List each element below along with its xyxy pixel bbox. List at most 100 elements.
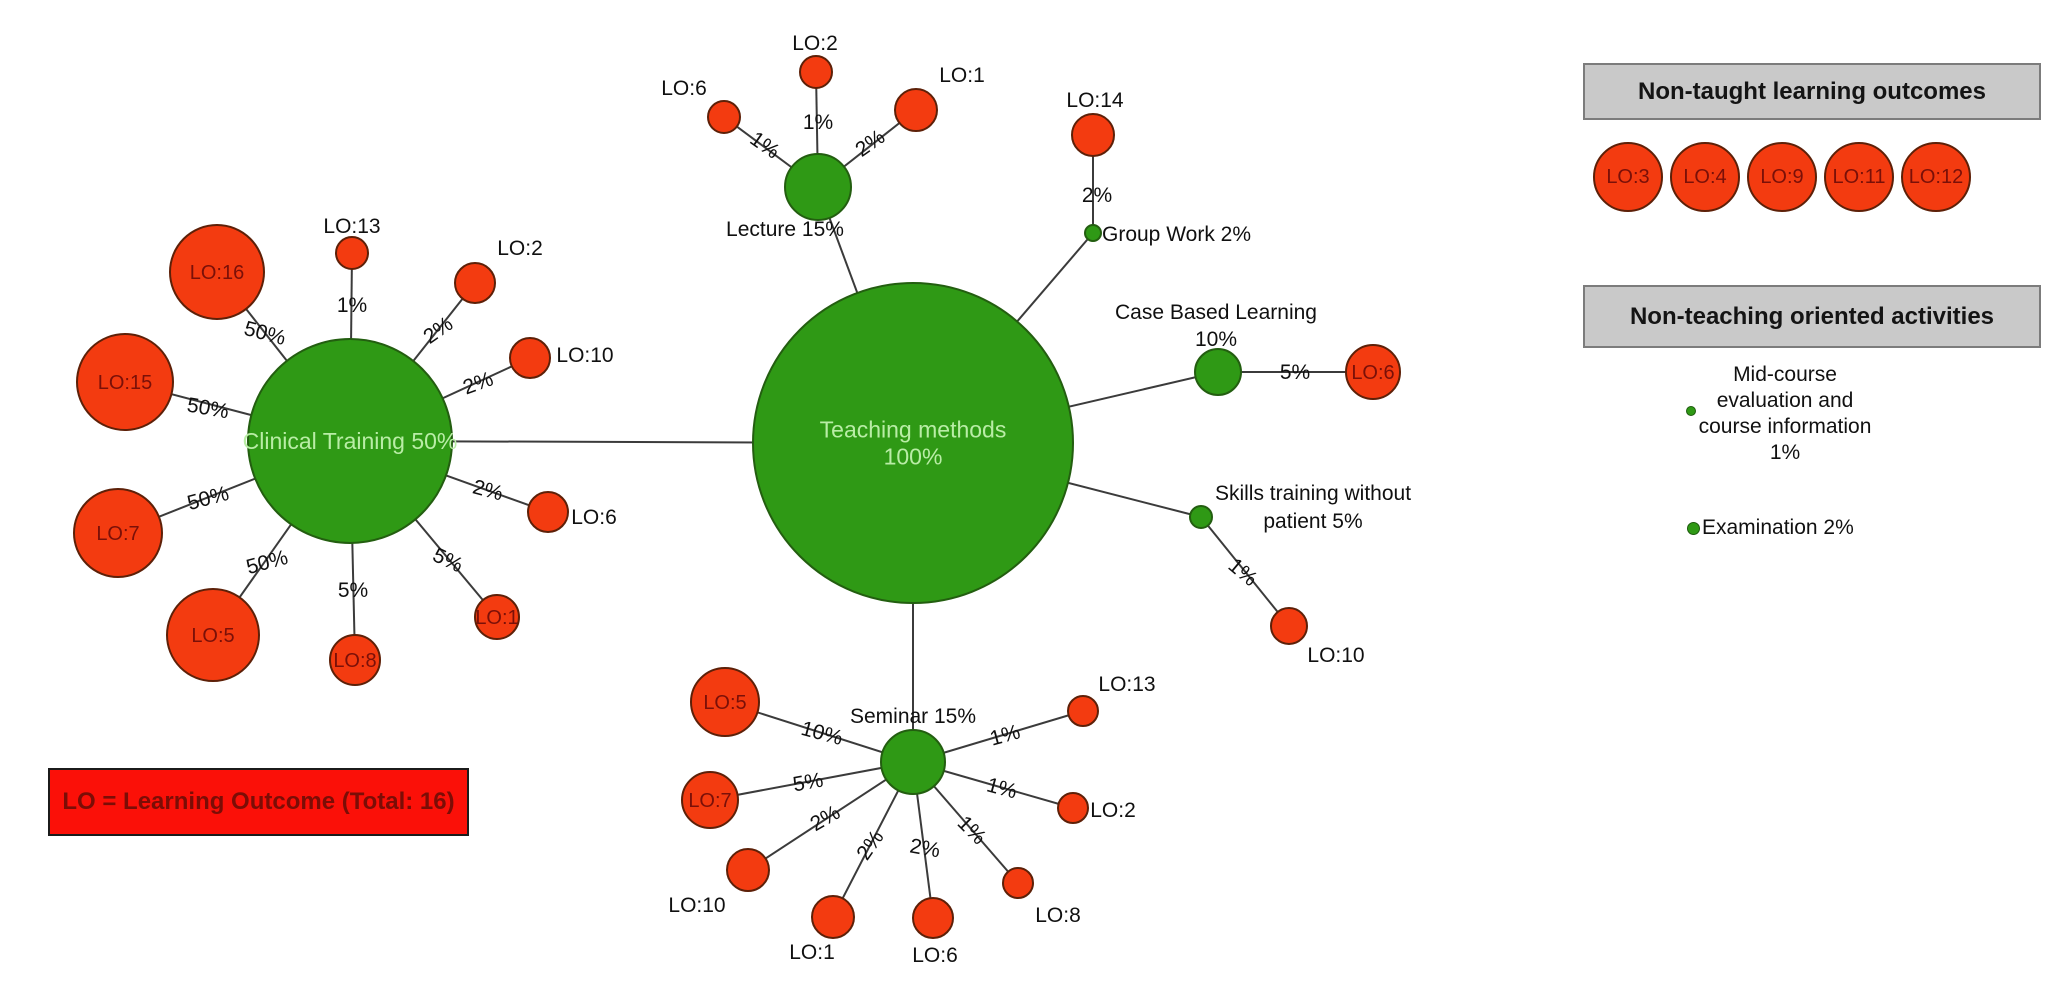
node-c7 bbox=[73, 488, 163, 578]
label-se13-label: LO:13 bbox=[1098, 673, 1155, 696]
node-c15 bbox=[76, 333, 174, 431]
edge-label-lecture-le2: 1% bbox=[803, 111, 833, 134]
edge-label-clinical-c10: 2% bbox=[460, 367, 496, 399]
non-taught-outcome-list: LO:3 LO:4 LO:9 LO:11 LO:12 bbox=[1593, 142, 1971, 212]
node-lo14 bbox=[1071, 113, 1115, 157]
label-le6-label: LO:6 bbox=[661, 77, 707, 100]
edge-seminar-se7 bbox=[709, 761, 914, 801]
edge-label-clinical-c7: 50% bbox=[185, 482, 232, 515]
node-se2 bbox=[1057, 792, 1089, 824]
node-c13 bbox=[335, 236, 369, 270]
edge-label-clinical-c6: 2% bbox=[470, 475, 505, 505]
legend-lo-chip: LO:3 bbox=[1593, 142, 1663, 212]
label-lecture-label: Lecture 15% bbox=[726, 218, 844, 241]
node-clinical bbox=[247, 338, 453, 544]
midcourse-line: Mid-course bbox=[1733, 363, 1837, 386]
node-se6 bbox=[912, 897, 954, 939]
legend-lo-chip: LO:12 bbox=[1901, 142, 1971, 212]
node-teaching bbox=[752, 282, 1074, 604]
label-se8-label: LO:8 bbox=[1035, 904, 1081, 927]
lo-note-box: LO = Learning Outcome (Total: 16) bbox=[48, 768, 469, 836]
edge-label-clinical-c8: 5% bbox=[338, 579, 368, 602]
node-c6 bbox=[527, 491, 569, 533]
node-se7-text: LO:7 bbox=[688, 790, 731, 812]
label-c10-label: LO:10 bbox=[556, 344, 613, 367]
node-c5-text: LO:5 bbox=[191, 625, 234, 647]
midcourse-line: 1% bbox=[1769, 441, 1801, 464]
label-se6-label: LO:6 bbox=[912, 944, 958, 967]
edge-label-seminar-se7: 5% bbox=[791, 769, 825, 797]
node-cbl bbox=[1194, 348, 1242, 396]
node-clinical-text: Clinical Training 50% bbox=[243, 428, 458, 454]
lo-note-text: LO = Learning Outcome (Total: 16) bbox=[62, 788, 455, 815]
label-seminar-label: Seminar 15% bbox=[850, 705, 976, 728]
edge-label-groupwork-lo14: 2% bbox=[1082, 184, 1112, 207]
edge-label-clinical-c15: 50% bbox=[185, 394, 230, 424]
label-c6-label: LO:6 bbox=[571, 506, 617, 529]
legend-lo-chip: LO:9 bbox=[1747, 142, 1817, 212]
node-se7 bbox=[681, 771, 739, 829]
node-se8 bbox=[1002, 867, 1034, 899]
edge-label-seminar-se2: 1% bbox=[984, 773, 1019, 803]
midcourse-line: course information bbox=[1698, 415, 1872, 438]
midcourse-line: evaluation and bbox=[1716, 389, 1854, 412]
non-teaching-header: Non-teaching oriented activities bbox=[1583, 285, 2041, 348]
midcourse-dot bbox=[1686, 406, 1696, 416]
legend-lo-chip: LO:4 bbox=[1670, 142, 1740, 212]
node-lecture bbox=[784, 153, 852, 221]
label-cbl-label-line2: 10% bbox=[1195, 328, 1237, 351]
node-groupwork bbox=[1084, 224, 1102, 242]
node-c8 bbox=[329, 634, 381, 686]
label-sk10-label: LO:10 bbox=[1307, 644, 1364, 667]
label-le2-label: LO:2 bbox=[792, 32, 838, 55]
label-se10-label: LO:10 bbox=[668, 894, 725, 917]
label-se2-label: LO:2 bbox=[1090, 799, 1136, 822]
node-c8-text: LO:8 bbox=[333, 650, 376, 672]
label-skills-label-line1: Skills training without bbox=[1215, 482, 1411, 505]
node-se5 bbox=[690, 667, 760, 737]
node-c1 bbox=[474, 594, 520, 640]
edge-label-seminar-se10: 2% bbox=[806, 801, 844, 836]
node-c2 bbox=[454, 262, 496, 304]
node-cb6-text: LO:6 bbox=[1351, 362, 1394, 384]
edge-label-seminar-se5: 10% bbox=[799, 717, 846, 750]
edge-label-clinical-c13: 1% bbox=[337, 294, 367, 317]
edge-skills-sk10 bbox=[1200, 516, 1290, 627]
node-se10 bbox=[726, 848, 770, 892]
label-se1-label: LO:1 bbox=[789, 941, 835, 964]
node-sk10 bbox=[1270, 607, 1308, 645]
examination-label: Examination 2% bbox=[1702, 516, 1854, 539]
node-c10 bbox=[509, 337, 551, 379]
node-c5 bbox=[166, 588, 260, 682]
label-groupwork-label: Group Work 2% bbox=[1102, 223, 1251, 246]
node-teaching-text: Teaching methods 100% bbox=[820, 417, 1007, 470]
edge-label-seminar-se6: 2% bbox=[908, 835, 942, 863]
edge-label-seminar-se1: 2% bbox=[852, 826, 888, 864]
non-teaching-title: Non-teaching oriented activities bbox=[1629, 302, 1995, 330]
node-le6 bbox=[707, 100, 741, 134]
edge-label-clinical-c5: 50% bbox=[244, 546, 291, 579]
edge-label-clinical-c2: 2% bbox=[419, 312, 457, 348]
node-se5-text: LO:5 bbox=[703, 692, 746, 714]
node-c15-text: LO:15 bbox=[98, 372, 152, 394]
node-le2 bbox=[799, 55, 833, 89]
edge-label-seminar-se13: 1% bbox=[987, 720, 1022, 750]
node-skills bbox=[1189, 505, 1213, 529]
node-c16 bbox=[169, 224, 265, 320]
label-le1-label: LO:1 bbox=[939, 64, 985, 87]
label-skills-label-line2: patient 5% bbox=[1263, 510, 1362, 533]
node-seminar bbox=[880, 729, 946, 795]
label-c13-label: LO:13 bbox=[323, 215, 380, 238]
legend-lo-chip: LO:11 bbox=[1824, 142, 1894, 212]
node-c1-text: LO:1 bbox=[475, 607, 518, 629]
node-le1 bbox=[894, 88, 938, 132]
node-c7-text: LO:7 bbox=[96, 523, 139, 545]
node-se1 bbox=[811, 895, 855, 939]
edge-label-cbl-cb6: 5% bbox=[1280, 361, 1310, 384]
examination-item: Examination 2% bbox=[1687, 516, 1854, 540]
node-c16-text: LO:16 bbox=[190, 262, 244, 284]
examination-dot bbox=[1687, 521, 1700, 535]
node-se13 bbox=[1067, 695, 1099, 727]
